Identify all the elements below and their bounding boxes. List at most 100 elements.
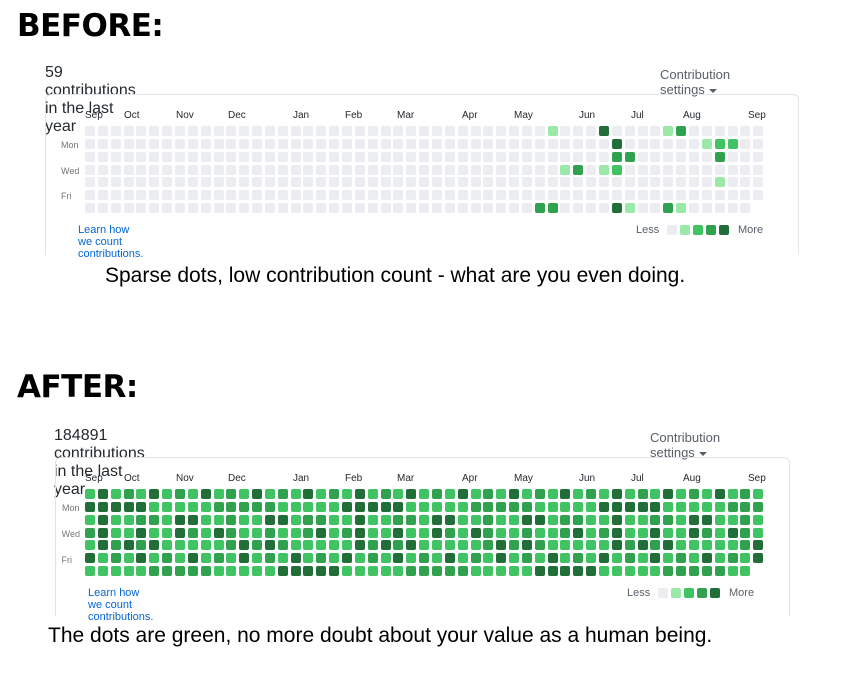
contribution-day-cell[interactable] xyxy=(496,138,507,149)
contribution-day-cell[interactable] xyxy=(354,527,365,538)
contribution-day-cell[interactable] xyxy=(123,501,134,512)
contribution-day-cell[interactable] xyxy=(367,553,378,564)
contribution-day-cell[interactable] xyxy=(393,566,404,577)
contribution-day-cell[interactable] xyxy=(727,540,738,551)
contribution-day-cell[interactable] xyxy=(509,501,520,512)
contribution-day-cell[interactable] xyxy=(252,138,263,149)
contribution-day-cell[interactable] xyxy=(226,514,237,525)
contribution-day-cell[interactable] xyxy=(380,203,391,214)
contribution-day-cell[interactable] xyxy=(277,164,288,175)
contribution-day-cell[interactable] xyxy=(521,190,532,201)
contribution-day-cell[interactable] xyxy=(444,190,455,201)
contribution-day-cell[interactable] xyxy=(650,164,661,175)
contribution-day-cell[interactable] xyxy=(239,190,250,201)
contribution-day-cell[interactable] xyxy=(599,527,609,538)
contribution-day-cell[interactable] xyxy=(663,501,674,512)
contribution-day-cell[interactable] xyxy=(534,151,545,162)
contribution-day-cell[interactable] xyxy=(329,138,340,149)
contribution-day-cell[interactable] xyxy=(444,553,455,564)
contribution-day-cell[interactable] xyxy=(547,164,558,175)
contribution-day-cell[interactable] xyxy=(380,566,391,577)
contribution-day-cell[interactable] xyxy=(676,164,687,175)
contribution-day-cell[interactable] xyxy=(406,553,417,564)
contribution-day-cell[interactable] xyxy=(419,566,430,577)
contribution-day-cell[interactable] xyxy=(380,489,391,499)
contribution-day-cell[interactable] xyxy=(277,514,288,525)
contribution-day-cell[interactable] xyxy=(367,203,378,214)
contribution-day-cell[interactable] xyxy=(406,566,417,577)
contribution-day-cell[interactable] xyxy=(239,566,250,577)
contribution-day-cell[interactable] xyxy=(637,514,648,525)
contribution-day-cell[interactable] xyxy=(470,164,481,175)
contribution-day-cell[interactable] xyxy=(457,566,468,577)
contribution-day-cell[interactable] xyxy=(457,527,468,538)
contribution-day-cell[interactable] xyxy=(342,501,352,512)
contribution-day-cell[interactable] xyxy=(85,126,95,136)
contribution-day-cell[interactable] xyxy=(354,190,365,201)
contribution-day-cell[interactable] xyxy=(586,126,597,136)
contribution-day-cell[interactable] xyxy=(637,501,648,512)
contribution-day-cell[interactable] xyxy=(200,553,211,564)
contribution-day-cell[interactable] xyxy=(264,203,275,214)
contribution-day-cell[interactable] xyxy=(149,138,160,149)
contribution-day-cell[interactable] xyxy=(393,151,404,162)
contribution-day-cell[interactable] xyxy=(663,514,674,525)
contribution-day-cell[interactable] xyxy=(213,553,224,564)
contribution-day-cell[interactable] xyxy=(624,540,635,551)
contribution-day-cell[interactable] xyxy=(393,126,404,136)
contribution-day-cell[interactable] xyxy=(97,489,108,499)
contribution-day-cell[interactable] xyxy=(714,177,725,188)
contribution-day-cell[interactable] xyxy=(290,190,301,201)
contribution-day-cell[interactable] xyxy=(110,540,121,551)
contribution-day-cell[interactable] xyxy=(470,489,481,499)
contribution-day-cell[interactable] xyxy=(740,138,751,149)
contribution-day-cell[interactable] xyxy=(637,190,648,201)
contribution-day-cell[interactable] xyxy=(650,151,661,162)
contribution-day-cell[interactable] xyxy=(534,190,545,201)
contribution-day-cell[interactable] xyxy=(149,540,160,551)
contribution-day-cell[interactable] xyxy=(213,489,224,499)
contribution-day-cell[interactable] xyxy=(753,514,764,525)
contribution-day-cell[interactable] xyxy=(496,151,507,162)
contribution-day-cell[interactable] xyxy=(714,164,725,175)
contribution-day-cell[interactable] xyxy=(354,138,365,149)
contribution-day-cell[interactable] xyxy=(547,566,558,577)
contribution-day-cell[interactable] xyxy=(226,527,237,538)
contribution-day-cell[interactable] xyxy=(470,501,481,512)
contribution-day-cell[interactable] xyxy=(200,138,211,149)
contribution-day-cell[interactable] xyxy=(97,514,108,525)
contribution-day-cell[interactable] xyxy=(329,190,340,201)
contribution-day-cell[interactable] xyxy=(676,553,687,564)
contribution-day-cell[interactable] xyxy=(277,203,288,214)
contribution-day-cell[interactable] xyxy=(457,151,468,162)
contribution-day-cell[interactable] xyxy=(599,514,609,525)
contribution-day-cell[interactable] xyxy=(316,553,327,564)
contribution-day-cell[interactable] xyxy=(136,138,147,149)
contribution-day-cell[interactable] xyxy=(252,553,263,564)
contribution-day-cell[interactable] xyxy=(624,126,635,136)
contribution-day-cell[interactable] xyxy=(393,514,404,525)
contribution-day-cell[interactable] xyxy=(419,190,430,201)
contribution-day-cell[interactable] xyxy=(663,489,674,499)
contribution-day-cell[interactable] xyxy=(624,151,635,162)
contribution-day-cell[interactable] xyxy=(624,190,635,201)
contribution-day-cell[interactable] xyxy=(457,177,468,188)
contribution-day-cell[interactable] xyxy=(714,514,725,525)
contribution-day-cell[interactable] xyxy=(637,138,648,149)
contribution-day-cell[interactable] xyxy=(342,203,352,214)
contribution-day-cell[interactable] xyxy=(162,164,173,175)
contribution-day-cell[interactable] xyxy=(611,164,622,175)
contribution-day-cell[interactable] xyxy=(483,566,494,577)
contribution-day-cell[interactable] xyxy=(239,501,250,512)
contribution-day-cell[interactable] xyxy=(547,540,558,551)
contribution-day-cell[interactable] xyxy=(303,501,314,512)
contribution-day-cell[interactable] xyxy=(342,126,352,136)
contribution-day-cell[interactable] xyxy=(406,126,417,136)
contribution-day-cell[interactable] xyxy=(444,489,455,499)
contribution-day-cell[interactable] xyxy=(496,501,507,512)
contribution-day-cell[interactable] xyxy=(637,489,648,499)
contribution-day-cell[interactable] xyxy=(200,501,211,512)
contribution-day-cell[interactable] xyxy=(329,151,340,162)
contribution-day-cell[interactable] xyxy=(342,527,352,538)
contribution-day-cell[interactable] xyxy=(624,527,635,538)
